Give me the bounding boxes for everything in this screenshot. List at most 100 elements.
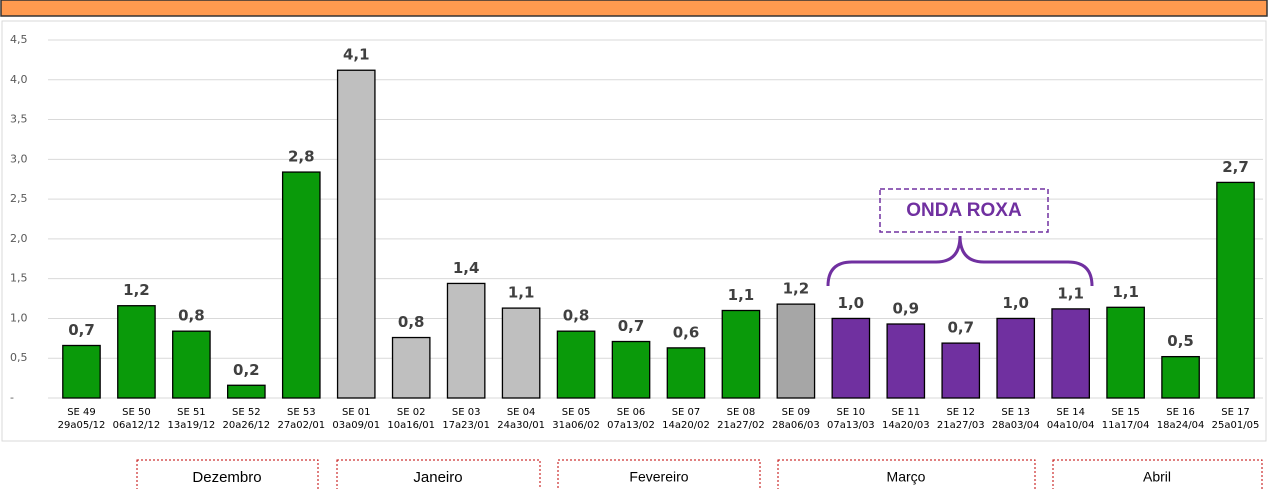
month-label: Abril <box>1143 469 1171 485</box>
month-box <box>557 459 761 489</box>
x-tick-sublabel: 13a19/12 <box>168 420 216 431</box>
x-tick-label: SE 07 <box>672 407 701 418</box>
bar <box>941 342 981 399</box>
y-tick-label: 2,0 <box>10 232 28 245</box>
month-box <box>136 459 319 489</box>
brace <box>826 235 1094 287</box>
value-label: 1,1 <box>1057 284 1084 302</box>
value-label: 0,5 <box>1167 332 1194 350</box>
value-label: 1,4 <box>453 259 480 277</box>
x-tick-sublabel: 28a03/04 <box>992 420 1040 431</box>
value-label: 4,1 <box>343 46 370 64</box>
x-tick-label: SE 53 <box>287 407 316 418</box>
y-tick-label: 1,0 <box>10 311 28 324</box>
x-tick-label: SE 04 <box>507 407 536 418</box>
y-tick-label: 3,0 <box>10 152 28 165</box>
x-tick-sublabel: 28a06/03 <box>772 420 820 431</box>
value-label: 0,6 <box>673 323 700 341</box>
x-tick-label: SE 14 <box>1056 407 1085 418</box>
y-tick-label: 2,5 <box>10 192 28 205</box>
bar <box>281 171 321 399</box>
x-tick-sublabel: 11a17/04 <box>1102 420 1150 431</box>
annotation-box <box>879 188 1049 233</box>
month-label: Fevereiro <box>629 469 688 485</box>
bar <box>886 323 926 399</box>
value-label: 1,2 <box>783 280 810 298</box>
value-label: 1,0 <box>838 294 865 312</box>
y-tick-label: - <box>10 391 14 404</box>
x-tick-sublabel: 18a24/04 <box>1157 420 1205 431</box>
x-tick-sublabel: 20a26/12 <box>223 420 271 431</box>
bar <box>1216 181 1255 399</box>
x-tick-sublabel: 03a09/01 <box>332 420 380 431</box>
value-label: 0,2 <box>233 361 260 379</box>
x-tick-label: SE 08 <box>727 407 756 418</box>
value-label: 2,8 <box>288 148 315 166</box>
annotation: ONDA ROXA <box>906 200 1022 221</box>
x-tick-label: SE 17 <box>1221 407 1250 418</box>
month-label: Janeiro <box>413 469 462 486</box>
month-box <box>336 459 541 489</box>
bar <box>446 282 486 399</box>
bar <box>996 317 1036 399</box>
x-tick-sublabel: 10a16/01 <box>387 420 435 431</box>
value-label: 0,7 <box>68 321 95 339</box>
x-tick-sublabel: 07a13/02 <box>607 420 655 431</box>
value-label: 1,2 <box>123 281 150 299</box>
x-tick-sublabel: 04a10/04 <box>1047 420 1095 431</box>
x-tick-sublabel: 14a20/03 <box>882 420 930 431</box>
x-tick-sublabel: 29a05/12 <box>58 420 106 431</box>
value-label: 0,8 <box>563 307 590 325</box>
bar <box>501 307 541 399</box>
x-tick-label: SE 49 <box>67 407 96 418</box>
y-tick-label: 4,5 <box>10 33 28 46</box>
bar <box>721 309 761 399</box>
x-tick-label: SE 10 <box>837 407 866 418</box>
x-tick-sublabel: 14a20/02 <box>662 420 710 431</box>
x-tick-sublabel: 31a06/02 <box>552 420 600 431</box>
x-tick-label: SE 52 <box>232 407 261 418</box>
y-tick-label: 1,5 <box>10 272 28 285</box>
bar <box>611 340 651 399</box>
x-tick-label: SE 50 <box>122 407 151 418</box>
value-label: 0,7 <box>947 319 974 337</box>
x-tick-label: SE 06 <box>617 407 646 418</box>
value-label: 1,1 <box>728 286 755 304</box>
x-tick-sublabel: 07a13/03 <box>827 420 875 431</box>
x-tick-sublabel: 06a12/12 <box>113 420 161 431</box>
month-label: Dezembro <box>192 469 261 486</box>
bar <box>556 330 596 399</box>
bar <box>776 303 816 399</box>
y-tick-label: 0,5 <box>10 351 28 364</box>
value-label: 0,9 <box>893 300 920 318</box>
y-tick-label: 3,5 <box>10 113 28 126</box>
x-tick-label: SE 16 <box>1166 407 1195 418</box>
plot: - 0,5 1,0 1,5 2,0 2,5 3,0 3,5 4,0 4,5 SE 49 29a05/1… <box>10 33 1263 431</box>
bar <box>336 69 376 399</box>
value-label: 1,1 <box>508 284 535 302</box>
x-tick-label: SE 15 <box>1111 407 1140 418</box>
bar <box>831 317 871 399</box>
x-tick-sublabel: 24a30/01 <box>497 420 545 431</box>
x-tick-label: SE 51 <box>177 407 206 418</box>
x-tick-label: SE 03 <box>452 407 481 418</box>
month-box <box>777 459 1036 489</box>
month-label: Março <box>887 469 926 485</box>
value-label: 0,7 <box>618 317 645 335</box>
x-tick-label: SE 13 <box>1001 407 1030 418</box>
bar <box>1161 355 1200 399</box>
month-box <box>1052 459 1263 489</box>
value-label: 1,0 <box>1002 294 1029 312</box>
x-tick-label: SE 05 <box>562 407 591 418</box>
value-label: 1,1 <box>1112 283 1139 301</box>
bar <box>391 336 431 399</box>
x-tick-sublabel: 17a23/01 <box>442 420 490 431</box>
x-tick-label: SE 09 <box>782 407 811 418</box>
bar <box>666 347 706 399</box>
bar <box>227 384 266 399</box>
bar <box>62 344 101 399</box>
value-label: 0,8 <box>398 313 425 331</box>
bar <box>172 330 211 399</box>
value-label: 0,8 <box>178 307 205 325</box>
